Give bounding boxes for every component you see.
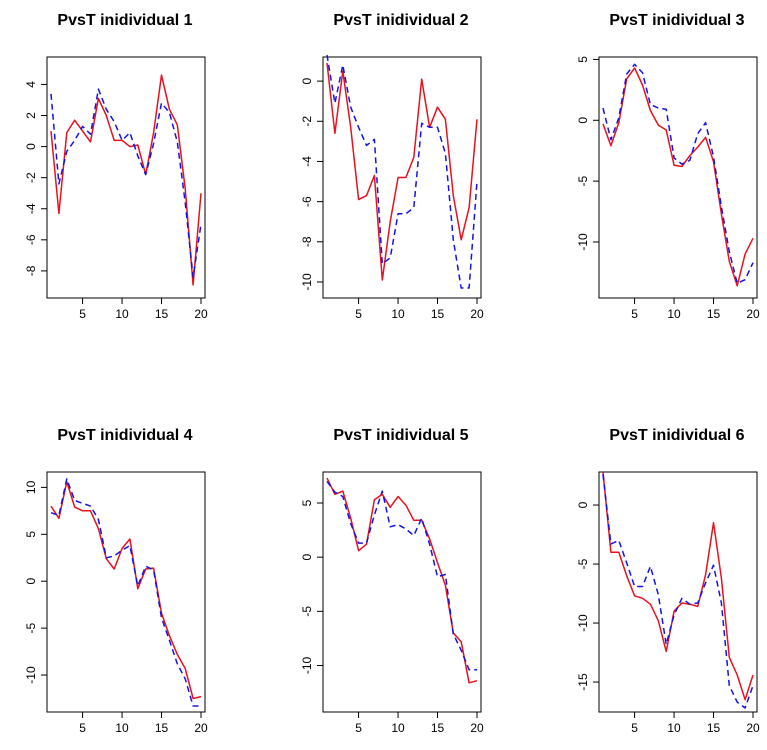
y-tick-label: -10 [300, 657, 314, 675]
x-tick-label: 20 [470, 307, 484, 321]
x-tick-label: 15 [707, 721, 721, 735]
chart-panel-3: PvsT inidividual 3 5 10 15 20 -10 -5 0 5 [576, 12, 760, 321]
solid-series-line [50, 74, 202, 286]
y-tick-label: 5 [576, 56, 590, 63]
chart-title: PvsT inidividual 3 [609, 12, 744, 29]
y-tick-label: -10 [24, 666, 38, 684]
x-tick-label: 5 [355, 721, 362, 735]
dashed-series-line [602, 474, 754, 709]
x-tick-label: 10 [391, 721, 405, 735]
plot-frame [598, 56, 758, 299]
x-tick-label: 15 [155, 307, 169, 321]
x-tick-label: 15 [431, 721, 445, 735]
x-tick-label: 10 [667, 307, 681, 321]
solid-series-line [326, 62, 478, 281]
chart-panel-5: PvsT inidividual 5 5 10 15 20 -10 -5 0 5 [300, 427, 484, 735]
x-tick-label: 20 [470, 721, 484, 735]
x-tick-label: 15 [707, 307, 721, 321]
x-tick-label: 20 [746, 721, 760, 735]
y-tick-label: -5 [300, 606, 314, 617]
solid-series-line [602, 67, 754, 287]
y-tick-label: 0 [300, 77, 314, 84]
y-tick-label: -5 [576, 558, 590, 569]
y-tick-label: 5 [24, 531, 38, 538]
x-tick-label: 20 [194, 721, 208, 735]
x-tick-label: 10 [115, 721, 129, 735]
chart-title: PvsT inidividual 4 [57, 427, 192, 444]
dashed-series-line [50, 478, 201, 707]
chart-title: PvsT inidividual 2 [333, 12, 468, 29]
chart-panel-2: PvsT inidividual 2 5 10 15 20 -10 -8 -6 -4 -2 0 [300, 12, 484, 321]
plot-frame [322, 471, 482, 713]
chart-title: PvsT inidividual 5 [333, 427, 468, 444]
solid-series-line [50, 481, 202, 700]
x-tick-label: 5 [355, 307, 362, 321]
dashed-series-line [326, 54, 478, 289]
y-tick-label: 0 [24, 143, 38, 150]
x-tick-label: 10 [115, 307, 129, 321]
y-tick-label: 5 [300, 499, 314, 506]
x-tick-label: 20 [746, 307, 760, 321]
dashed-series-line [326, 480, 477, 671]
y-tick-label: -10 [300, 273, 314, 291]
y-tick-label: -6 [300, 196, 314, 207]
y-tick-label: 0 [576, 117, 590, 124]
x-tick-label: 5 [631, 721, 638, 735]
x-tick-label: 10 [391, 307, 405, 321]
y-tick-label: -8 [300, 236, 314, 247]
y-tick-label: 2 [24, 112, 38, 119]
x-tick-label: 15 [155, 721, 169, 735]
y-tick-label: -2 [24, 172, 38, 183]
x-tick-label: 5 [79, 721, 86, 735]
y-tick-label: -2 [300, 116, 314, 127]
chart-title: PvsT inidividual 1 [57, 12, 192, 29]
y-tick-label: -4 [300, 156, 314, 167]
dashed-series-line [602, 63, 754, 285]
plot-frame [46, 56, 206, 299]
y-tick-label: 0 [300, 554, 314, 561]
solid-series-line [602, 471, 754, 701]
y-tick-label: 10 [24, 480, 38, 494]
y-tick-label: -5 [24, 622, 38, 633]
plot-frame [322, 56, 482, 299]
plot-frame [46, 471, 206, 713]
chart-title: PvsT inidividual 6 [609, 427, 744, 444]
x-tick-label: 15 [431, 307, 445, 321]
y-tick-label: -10 [576, 614, 590, 632]
dashed-series-line [50, 88, 202, 278]
y-tick-label: -6 [24, 234, 38, 245]
chart-panel-6: PvsT inidividual 6 5 10 15 20 -15 -10 -5 0 [576, 427, 760, 735]
y-tick-label: -4 [24, 203, 38, 214]
y-tick-label: 4 [24, 81, 38, 88]
x-tick-label: 10 [667, 721, 681, 735]
x-tick-label: 20 [194, 307, 208, 321]
y-tick-label: -10 [576, 233, 590, 251]
plot-frame [598, 471, 758, 713]
chart-panel-1: PvsT inidividual 1 5 10 15 20 -8 -6 -4 -2 0 2 4 [24, 12, 208, 321]
y-tick-label: -15 [576, 673, 590, 691]
y-tick-label: 0 [576, 501, 590, 508]
y-tick-label: -5 [576, 175, 590, 186]
x-tick-label: 5 [631, 307, 638, 321]
y-tick-label: 0 [24, 578, 38, 585]
chart-panel-4: PvsT inidividual 4 5 10 15 20 -10 -5 0 5 10 [24, 427, 208, 735]
solid-series-line [326, 477, 478, 684]
x-tick-label: 5 [79, 307, 86, 321]
y-tick-label: -8 [24, 265, 38, 276]
